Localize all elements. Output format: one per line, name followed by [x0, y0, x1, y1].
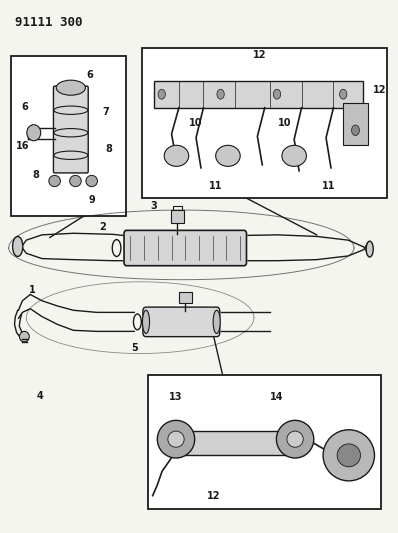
- FancyBboxPatch shape: [143, 307, 220, 337]
- FancyBboxPatch shape: [53, 86, 88, 173]
- Text: 6: 6: [86, 70, 93, 80]
- FancyBboxPatch shape: [124, 230, 246, 266]
- Text: 7: 7: [102, 107, 109, 117]
- Bar: [142, 47, 387, 198]
- Circle shape: [273, 89, 281, 99]
- Ellipse shape: [20, 332, 29, 342]
- Ellipse shape: [216, 146, 240, 166]
- Ellipse shape: [13, 237, 23, 256]
- Bar: [171, 210, 184, 223]
- Text: 10: 10: [278, 118, 291, 128]
- Text: 9: 9: [88, 195, 95, 205]
- Ellipse shape: [213, 310, 220, 334]
- Text: 12: 12: [207, 491, 220, 500]
- Text: 11: 11: [209, 181, 222, 191]
- Bar: [183, 431, 304, 455]
- Text: 5: 5: [131, 343, 138, 353]
- Ellipse shape: [276, 421, 314, 458]
- Circle shape: [339, 89, 347, 99]
- Bar: [11, 55, 127, 216]
- Text: 1: 1: [29, 285, 35, 295]
- Text: 91111 300: 91111 300: [15, 16, 82, 29]
- Circle shape: [351, 125, 359, 135]
- Ellipse shape: [366, 241, 373, 257]
- Text: 8: 8: [33, 169, 39, 180]
- Circle shape: [158, 89, 166, 99]
- Ellipse shape: [164, 146, 189, 166]
- Text: 8: 8: [105, 144, 113, 154]
- Bar: [179, 292, 191, 303]
- Circle shape: [217, 89, 224, 99]
- Text: 13: 13: [169, 392, 183, 402]
- Ellipse shape: [49, 175, 60, 187]
- Ellipse shape: [157, 421, 195, 458]
- Text: 12: 12: [373, 85, 387, 95]
- Text: 15: 15: [342, 430, 355, 440]
- Text: 6: 6: [21, 102, 28, 112]
- Text: 4: 4: [37, 391, 43, 401]
- Text: 10: 10: [189, 118, 203, 128]
- Ellipse shape: [323, 430, 375, 481]
- Ellipse shape: [337, 444, 361, 467]
- Text: 14: 14: [270, 392, 283, 402]
- Ellipse shape: [282, 146, 306, 166]
- Text: 11: 11: [322, 181, 335, 191]
- Text: 3: 3: [150, 201, 157, 211]
- Ellipse shape: [27, 125, 41, 141]
- Ellipse shape: [86, 175, 98, 187]
- Ellipse shape: [142, 310, 150, 334]
- Bar: [148, 375, 382, 509]
- Text: 16: 16: [16, 141, 29, 151]
- Polygon shape: [154, 80, 363, 108]
- Text: 2: 2: [100, 222, 106, 232]
- Text: 12: 12: [253, 50, 267, 60]
- Ellipse shape: [70, 175, 81, 187]
- Ellipse shape: [56, 80, 86, 95]
- Ellipse shape: [287, 431, 303, 447]
- Bar: [343, 103, 368, 146]
- Ellipse shape: [168, 431, 184, 447]
